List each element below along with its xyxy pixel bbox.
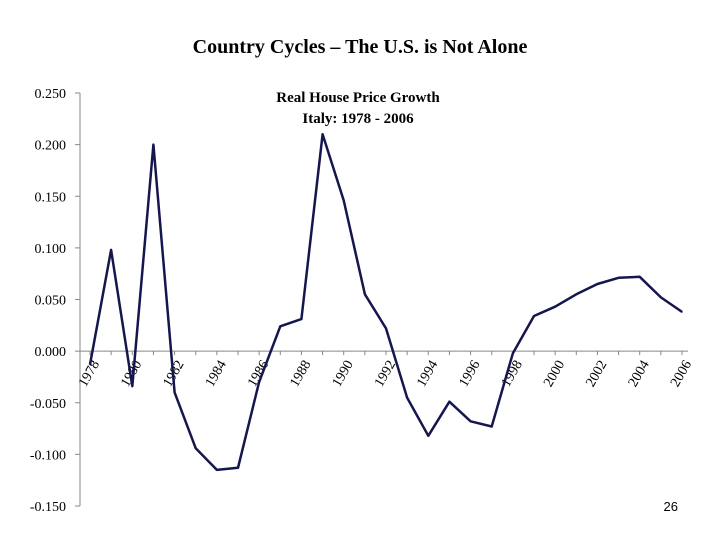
data-point [152, 143, 155, 146]
data-point [596, 283, 599, 285]
y-axis: 0.250 0.200 0.150 0.100 0.050 0.000 -0.050 -0.1… [30, 87, 81, 515]
y-tick-label: -0.150 [30, 500, 66, 515]
data-point [300, 318, 303, 320]
data-point [406, 396, 408, 399]
y-tick-label: 0.050 [35, 294, 67, 309]
y-tick-label: 0.150 [35, 190, 67, 205]
y-tick-label: 0.100 [35, 242, 67, 257]
data-point [554, 305, 556, 308]
data-point [512, 352, 514, 354]
x-tick-label: 1992 [372, 358, 399, 390]
data-point [279, 325, 282, 328]
data-point [364, 293, 366, 296]
y-tick-label: 0.250 [35, 87, 67, 102]
x-tick-label: 1984 [203, 358, 230, 390]
data-point [258, 381, 260, 383]
x-tick-label: 1988 [288, 358, 315, 390]
data-point [173, 391, 176, 394]
data-point [469, 420, 472, 423]
x-tick-label: 2006 [668, 358, 695, 390]
x-tick-label: 2004 [626, 358, 653, 390]
series-line [88, 133, 683, 472]
data-point [533, 315, 535, 317]
chart-title-line-1: Real House Price Growth [276, 90, 440, 106]
y-tick-label: -0.050 [30, 397, 66, 412]
data-point [237, 466, 239, 469]
data-point [638, 275, 641, 278]
x-tick-label: 1990 [330, 358, 357, 390]
data-point [490, 425, 493, 428]
x-tick-label: 1996 [457, 358, 484, 390]
x-tick-label: 1994 [414, 358, 441, 390]
data-point [427, 434, 430, 437]
data-point [681, 311, 683, 313]
data-point [575, 293, 578, 296]
x-tick-label: 2000 [541, 358, 568, 390]
data-point [385, 327, 387, 330]
chart-title-line-2: Italy: 1978 - 2006 [302, 111, 414, 127]
data-point [194, 447, 197, 449]
data-point [448, 400, 451, 403]
y-tick-label: 0.200 [35, 139, 67, 154]
x-axis: 1978 1980 1982 1984 1986 1988 1990 1992 1994 1996… [76, 350, 695, 390]
slide-number: 26 [663, 499, 678, 514]
data-point [110, 249, 112, 251]
data-point [131, 385, 134, 388]
data-point [216, 469, 218, 471]
y-tick-label: -0.100 [30, 448, 66, 463]
series-group [88, 133, 683, 472]
page-title: Country Cycles – The U.S. is Not Alone [192, 36, 528, 58]
y-tick-label: 0.000 [35, 345, 67, 360]
x-tick-label: 2002 [584, 358, 611, 390]
data-point [321, 133, 324, 136]
data-point [342, 199, 345, 202]
data-point [660, 296, 662, 299]
data-point [617, 277, 620, 279]
data-point [89, 363, 91, 366]
